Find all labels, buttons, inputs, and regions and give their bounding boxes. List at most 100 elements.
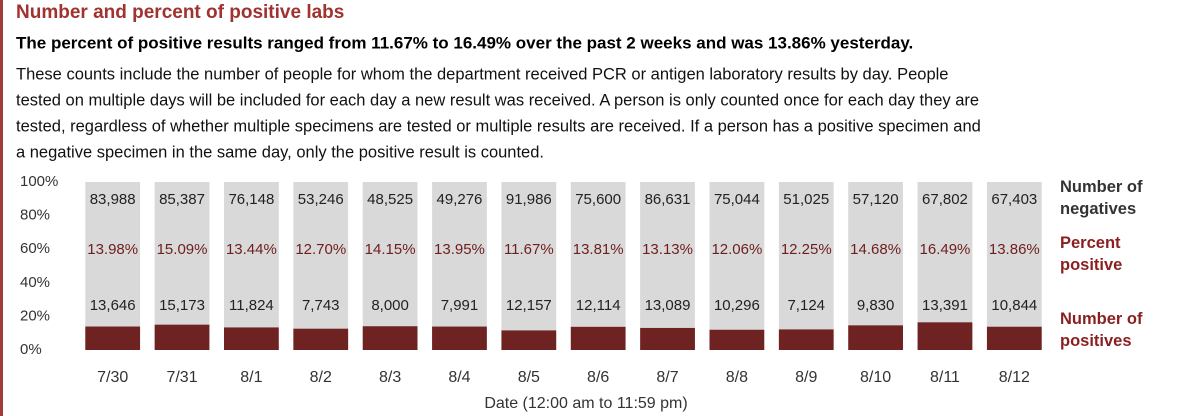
negatives-label: 75,044 — [714, 191, 760, 208]
legend-line: positive — [1060, 256, 1122, 274]
percent-label: 16.49% — [920, 241, 971, 258]
percent-label: 13.44% — [226, 241, 277, 258]
negatives-label: 91,986 — [506, 191, 552, 208]
positives-label: 13,391 — [922, 297, 968, 314]
bar-positives — [640, 327, 695, 350]
bar-positives — [570, 326, 626, 350]
percent-label: 14.15% — [365, 241, 416, 258]
bar-negatives — [570, 182, 626, 327]
negatives-label: 86,631 — [645, 191, 691, 208]
legend-line: Percent — [1060, 234, 1121, 252]
y-tick-label: 100% — [20, 173, 58, 190]
bar-negatives — [154, 182, 210, 325]
positives-label: 12,157 — [506, 297, 552, 314]
bar-positives — [986, 326, 1042, 350]
percent-label: 13.13% — [642, 241, 693, 258]
positives-label: 7,991 — [441, 297, 479, 314]
description-line: tested, regardless of whether multiple s… — [16, 117, 981, 135]
legend-label: Number of positives — [1060, 310, 1143, 350]
x-tick-label: 8/1 — [240, 369, 262, 386]
negatives-label: 75,600 — [575, 191, 621, 208]
bar-negatives — [501, 182, 557, 331]
bar-positives — [709, 329, 765, 350]
bar-positives — [432, 326, 487, 350]
positives-label: 8,000 — [371, 297, 409, 314]
percent-label: 15.09% — [157, 241, 208, 258]
description-line: tested on multiple days will be included… — [16, 91, 979, 109]
x-tick-label: 8/10 — [860, 369, 891, 386]
bar-negatives — [986, 182, 1042, 327]
percent-label: 12.70% — [295, 241, 346, 258]
y-tick-label: 20% — [20, 307, 50, 324]
bar-positives — [501, 330, 557, 350]
x-axis-label: Date (12:00 am to 11:59 pm) — [484, 395, 687, 412]
percent-label: 13.95% — [434, 241, 485, 258]
positives-label: 7,743 — [302, 297, 340, 314]
y-tick-label: 80% — [20, 207, 50, 224]
y-tick-label: 0% — [20, 341, 42, 358]
bar-negatives — [293, 182, 349, 329]
bar-positives — [778, 329, 834, 350]
negatives-label: 83,988 — [90, 191, 136, 208]
positives-label: 13,089 — [645, 297, 691, 314]
bar-negatives — [917, 182, 973, 323]
x-tick-label: 8/7 — [656, 369, 678, 386]
y-tick-label: 60% — [20, 240, 50, 257]
bar-positives — [848, 325, 904, 350]
x-tick-label: 8/4 — [448, 369, 470, 386]
negatives-label: 48,525 — [367, 191, 413, 208]
bar-positives — [293, 328, 349, 350]
legend-line: negatives — [1060, 200, 1136, 218]
positives-label: 15,173 — [159, 297, 205, 314]
x-tick-label: 8/5 — [518, 369, 540, 386]
x-tick-label: 7/30 — [97, 369, 128, 386]
negatives-label: 57,120 — [853, 191, 899, 208]
x-tick-label: 8/3 — [379, 369, 401, 386]
positives-label: 13,646 — [90, 297, 136, 314]
percent-label: 13.81% — [573, 241, 624, 258]
legend-line: Number of — [1060, 178, 1143, 196]
bar-negatives — [432, 182, 487, 327]
bar-negatives — [362, 182, 418, 327]
negatives-label: 49,276 — [437, 191, 483, 208]
positives-label: 11,824 — [229, 297, 274, 314]
negatives-label: 76,148 — [228, 191, 274, 208]
bar-positives — [154, 324, 210, 350]
positives-label: 10,844 — [991, 297, 1037, 314]
left-border — [0, 0, 3, 416]
x-tick-label: 7/31 — [166, 369, 197, 386]
x-tick-label: 8/11 — [930, 369, 960, 386]
negatives-label: 51,025 — [783, 191, 829, 208]
percent-label: 11.67% — [504, 241, 554, 258]
bar-negatives — [848, 182, 904, 326]
bar-negatives — [640, 182, 695, 328]
chart-title: Number and percent of positive labs — [16, 2, 344, 23]
bar-negatives — [778, 182, 834, 330]
description-line: These counts include the number of peopl… — [16, 65, 948, 83]
negatives-label: 67,802 — [922, 191, 968, 208]
bar-positives — [223, 327, 279, 350]
y-tick-label: 40% — [20, 274, 50, 291]
bar-negatives — [223, 182, 279, 328]
negatives-label: 85,387 — [159, 191, 205, 208]
percent-label: 12.06% — [711, 241, 762, 258]
percent-label: 13.98% — [87, 241, 138, 258]
legend-label: Number of negatives — [1060, 178, 1143, 218]
percent-label: 12.25% — [781, 241, 832, 258]
positives-label: 12,114 — [576, 297, 621, 314]
legend-label: Percent positive — [1060, 234, 1122, 274]
percent-label: 14.68% — [850, 241, 901, 258]
negatives-label: 67,403 — [991, 191, 1037, 208]
legend-line: Number of — [1060, 310, 1143, 328]
x-tick-label: 8/2 — [310, 369, 332, 386]
bar-negatives — [85, 182, 141, 327]
bar-positives — [85, 326, 141, 350]
description-line: a negative specimen in the same day, onl… — [16, 143, 544, 161]
positives-label: 9,830 — [857, 297, 895, 314]
negatives-label: 53,246 — [298, 191, 344, 208]
positives-label: 10,296 — [714, 297, 760, 314]
bar-positives — [917, 322, 973, 350]
x-tick-label: 8/12 — [999, 369, 1030, 386]
bar-negatives — [709, 182, 765, 330]
